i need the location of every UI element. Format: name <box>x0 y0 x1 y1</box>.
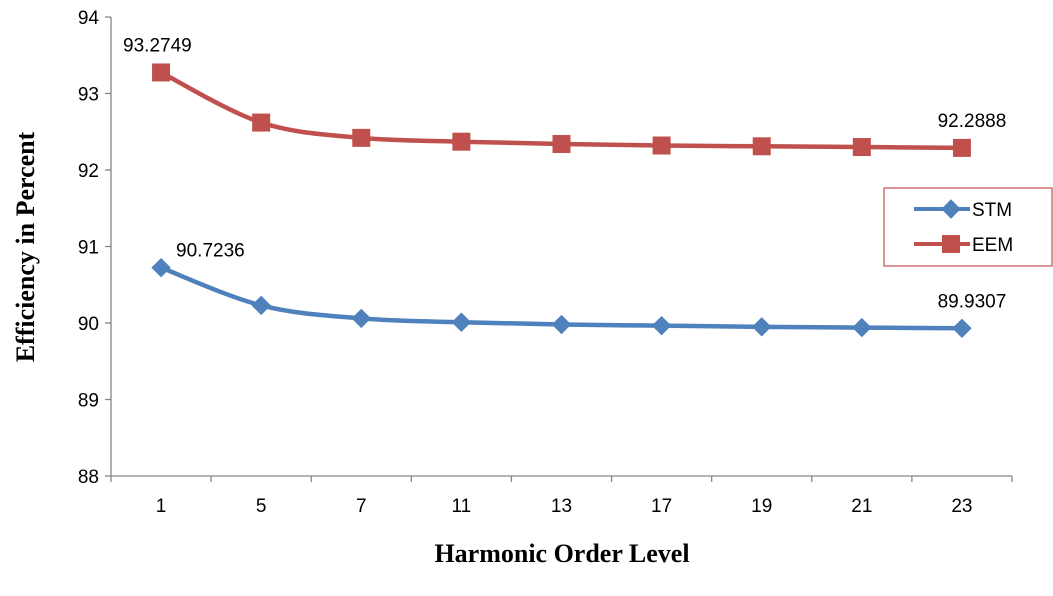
x-axis-title: Harmonic Order Level <box>434 539 689 568</box>
y-tick-label: 90 <box>78 314 99 335</box>
legend: STM EEM <box>883 187 1053 267</box>
data-point-eem <box>952 138 971 157</box>
data-point-stm <box>351 308 371 329</box>
y-axis-title: Efficiency in Percent <box>11 131 40 362</box>
data-point-eem <box>752 137 771 156</box>
x-tick-label: 11 <box>452 496 472 517</box>
series-eem <box>152 63 971 157</box>
legend-label: STM <box>972 200 1012 221</box>
data-label: 89.9307 <box>938 291 1007 312</box>
series-layer <box>151 63 972 339</box>
data-point-eem <box>252 113 271 132</box>
data-point-eem <box>852 138 871 157</box>
y-tick-label: 93 <box>78 85 99 106</box>
x-tick-label: 7 <box>356 496 367 517</box>
x-tick-label: 21 <box>851 496 872 517</box>
data-point-stm <box>651 315 672 336</box>
data-point-stm <box>551 314 572 335</box>
y-tick-label: 88 <box>78 467 99 488</box>
x-tick-label: 1 <box>156 496 167 517</box>
legend-box <box>883 187 1053 267</box>
data-point-stm <box>752 317 772 337</box>
data-point-eem <box>152 63 171 82</box>
data-point-eem <box>652 136 671 155</box>
data-point-stm <box>952 318 972 339</box>
legend-entry-stm: STM <box>914 199 1012 221</box>
data-point-eem <box>552 134 571 153</box>
y-tick-label: 94 <box>78 8 100 29</box>
y-tick-label: 89 <box>78 391 99 412</box>
legend-label: EEM <box>972 235 1013 256</box>
data-point-stm <box>451 312 472 332</box>
data-label: 92.2888 <box>938 111 1007 132</box>
x-tick-label: 13 <box>551 496 572 517</box>
x-tick-label: 17 <box>651 496 672 517</box>
series-stm <box>151 257 972 339</box>
legend-entry-eem: EEM <box>914 235 1013 256</box>
y-tick-label: 92 <box>78 161 99 182</box>
data-labels-layer: 93.2749 92.2888 90.7236 89.9307 <box>123 35 1006 312</box>
legend-marker <box>942 235 960 253</box>
data-point-stm <box>251 295 271 316</box>
axes-layer: 88 89 90 91 92 93 94 1 5 7 11 13 17 19 21 23 <box>78 8 1013 517</box>
x-tick-label: 5 <box>256 496 267 517</box>
x-tick-label: 23 <box>951 496 972 517</box>
data-point-stm <box>151 257 171 278</box>
data-label: 93.2749 <box>123 35 192 56</box>
x-tick-label: 19 <box>751 496 772 517</box>
data-point-eem <box>452 132 471 151</box>
data-point-eem <box>352 128 371 147</box>
data-point-stm <box>852 317 872 338</box>
legend-marker <box>941 199 961 219</box>
y-tick-label: 91 <box>78 238 99 259</box>
data-label: 90.7236 <box>176 241 245 262</box>
